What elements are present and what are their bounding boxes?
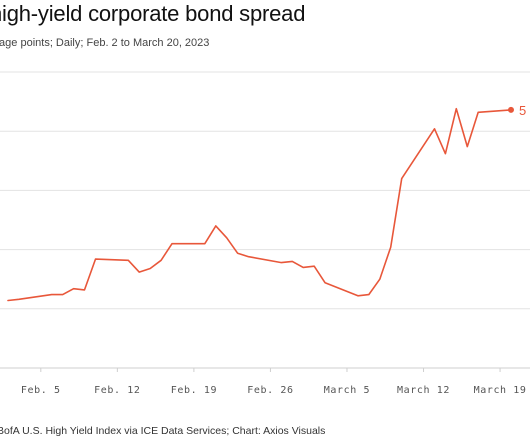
x-axis: Feb. 5 Feb. 12 Feb. 19 Feb. 26 March 5 March … xyxy=(21,368,527,396)
chart-subtitle: tage points; Daily; Feb. 2 to March 20, … xyxy=(0,37,210,49)
series-end-marker xyxy=(508,106,514,113)
series-line-hy-spread xyxy=(7,107,512,302)
x-tick-label: March 12 xyxy=(397,385,450,396)
x-tick-label: Feb. 5 xyxy=(21,385,61,396)
x-tick-label: Feb. 12 xyxy=(94,385,140,396)
x-tick-label: March 19 xyxy=(474,385,527,396)
x-tick-label: March 5 xyxy=(324,385,370,396)
line-chart: Feb. 5 Feb. 12 Feb. 19 Feb. 26 March 5 March … xyxy=(0,71,530,396)
x-tick-label: Feb. 26 xyxy=(247,385,293,396)
x-tick-label: Feb. 19 xyxy=(171,385,217,396)
series-end-label: 5 xyxy=(519,103,526,118)
chart-title: high-yield corporate bond spread xyxy=(0,1,306,26)
source-note: BofA U.S. High Yield Index via ICE Data … xyxy=(0,425,326,437)
gridlines xyxy=(0,71,530,369)
